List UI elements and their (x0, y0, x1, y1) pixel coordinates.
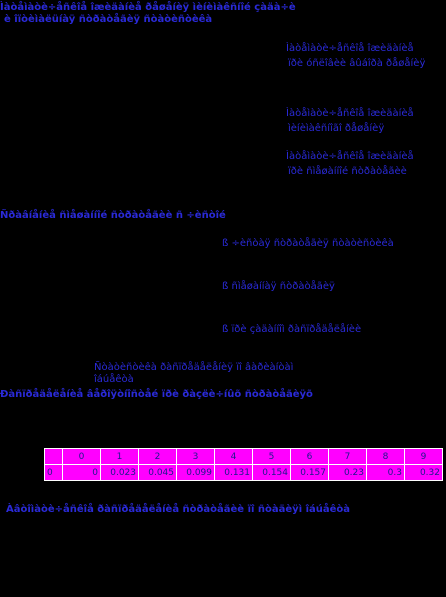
table-header-cell: 9 (404, 448, 443, 465)
table-header-cell: 1 (100, 448, 139, 465)
note-right-3-line-1: Ìàòåìàòè÷åñêîå îæèäàíèå (286, 151, 414, 162)
table-header-cell: 7 (328, 448, 367, 465)
note-right-2-line-1: Ìàòåìàòè÷åñêîå îæèäàíèå (286, 108, 414, 119)
table-header-cell: 0 (62, 448, 101, 465)
table-cell: 0 (44, 464, 63, 481)
table-header-row: 0 1 2 3 4 5 6 7 8 9 (44, 448, 443, 465)
heading-3: Ðàñïðåäåëåíèå âåðîÿòíîñòåé ïðè ðàçëè÷íûõ… (0, 389, 313, 400)
note-right-3-line-2: ïðè ñìåøàííîé ñòðàòåãèè (288, 166, 407, 177)
caption-line-2: îáúåêòà (94, 374, 134, 385)
table-cell: 0.23 (328, 464, 367, 481)
table-cell: 0.32 (404, 464, 443, 481)
table-header-cell: 5 (252, 448, 291, 465)
table-cell: 0.045 (138, 464, 177, 481)
table-cell: 0.157 (290, 464, 329, 481)
note-right-2-line-2: ìèíèìàêñíîãî ðåøåíèÿ (288, 123, 385, 134)
table-header-cell: 6 (290, 448, 329, 465)
footer-text: Àâòîìàòè÷åñêîå ðàñïðåäåëåíèå ñòðàòåãèè ï… (6, 504, 351, 515)
caption-line-1: Ñòàòèñòèêà ðàñïðåäåëåíèÿ ïî âàðèàíòàì (94, 362, 294, 373)
table-cell: 0.099 (176, 464, 215, 481)
heading-1-line-2: è îïòèìàëüíàÿ ñòðàòåãèÿ ñòàòèñòèêà (4, 14, 213, 25)
note-right-1-line-1: Ìàòåìàòè÷åñêîå îæèäàíèå (286, 43, 414, 54)
note-mid-2: ß ñìåøàííàÿ ñòðàòåãèÿ (222, 281, 335, 292)
note-mid-1: ß ÷èñòàÿ ñòðàòåãèÿ ñòàòèñòèêà (222, 238, 394, 249)
table-header-cell (44, 448, 63, 465)
note-right-1-line-2: ïðè óñëîâèè âûáîðà ðåøåíèÿ (288, 58, 426, 69)
table-cell: 0.023 (100, 464, 139, 481)
note-mid-3: ß ïðè çàäàííîì ðàñïðåäåëåíèè (222, 324, 362, 335)
heading-1-line-1: Ìàòåìàòè÷åñêîå îæèäàíèå ðåøåíèÿ ìèíèìàêñ… (0, 2, 296, 13)
table-cell: 0.131 (214, 464, 253, 481)
heading-2: Ñðàâíåíèå ñìåøàííîé ñòðàòåãèè ñ ÷èñòîé (0, 210, 226, 221)
table-header-cell: 2 (138, 448, 177, 465)
table-header-cell: 3 (176, 448, 215, 465)
table-header-cell: 4 (214, 448, 253, 465)
table-cell: 0.3 (366, 464, 405, 481)
table-cell: 0 (62, 464, 101, 481)
table-row: 0 0 0.023 0.045 0.099 0.131 0.154 0.157 … (44, 464, 443, 481)
distribution-table: 0 1 2 3 4 5 6 7 8 9 0 0 0.023 0.045 0.09… (44, 448, 443, 481)
table-header-cell: 8 (366, 448, 405, 465)
table-cell: 0.154 (252, 464, 291, 481)
